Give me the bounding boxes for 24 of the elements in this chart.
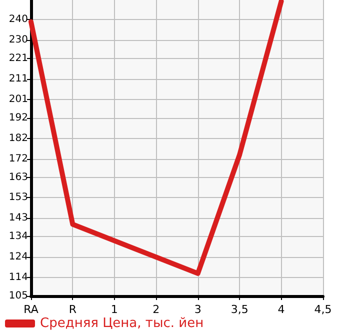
y-tick-label: 134: [8, 231, 28, 242]
y-tick-label: 221: [8, 53, 28, 64]
x-tick-label: RA: [24, 303, 39, 316]
y-tick-label: 182: [8, 132, 28, 144]
legend-label: Средняя Цена, тыс. йен: [40, 316, 204, 331]
y-tick-label: 211: [8, 74, 28, 85]
x-tick-label: 4,5: [314, 303, 332, 316]
y-tick-label: 124: [8, 252, 28, 263]
y-tick-label: 163: [8, 172, 28, 183]
y-tick-label: 172: [8, 153, 28, 164]
x-tick-label: 3,5: [230, 303, 248, 316]
x-tick-label: 2: [152, 303, 160, 316]
y-tick-label: 105: [8, 290, 28, 302]
x-tick-label: 4: [278, 303, 285, 316]
y-tick-label: 153: [8, 192, 28, 204]
y-tick-label: 240: [8, 14, 28, 26]
y-tick-label: 114: [8, 272, 28, 284]
x-tick-label: 3: [194, 303, 202, 316]
x-tick-label: 1: [110, 303, 118, 316]
y-tick-label: 201: [8, 94, 28, 105]
y-tick-label: 143: [8, 212, 28, 224]
x-tick-label: R: [68, 303, 77, 316]
y-tick-label: 192: [8, 112, 28, 124]
y-tick-label: 230: [8, 34, 28, 46]
